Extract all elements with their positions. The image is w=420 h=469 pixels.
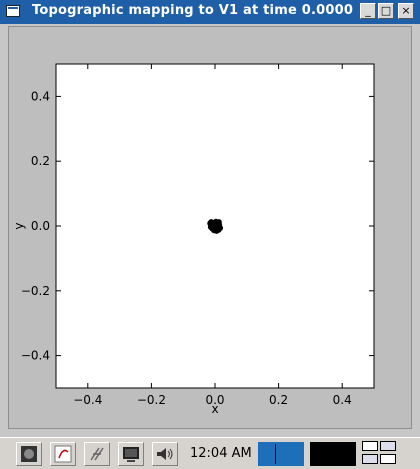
x-tick-label: −0.4 bbox=[73, 393, 102, 407]
workspace-3[interactable] bbox=[362, 454, 378, 464]
y-tick-label: 0.4 bbox=[31, 89, 50, 103]
data-point bbox=[213, 227, 220, 234]
x-tick-label: 0.4 bbox=[333, 393, 352, 407]
app-window: Topographic mapping to V1 at time 0.0000… bbox=[0, 0, 420, 437]
network-monitor[interactable] bbox=[310, 442, 356, 466]
workspace-2[interactable] bbox=[380, 441, 396, 451]
title-bar[interactable]: Topographic mapping to V1 at time 0.0000… bbox=[0, 0, 420, 24]
workspace-4[interactable] bbox=[380, 454, 396, 464]
window-menu-icon[interactable] bbox=[6, 5, 20, 17]
terminal-icon[interactable] bbox=[118, 442, 144, 466]
close-button[interactable]: × bbox=[398, 3, 414, 19]
workspace-1[interactable] bbox=[362, 441, 378, 451]
tools-icon[interactable] bbox=[84, 442, 110, 466]
plot-canvas-area: −0.4 −0.2 0.0 0.2 0.4 −0.4 −0.2 0.0 0.2 0.4 x y bbox=[8, 26, 412, 429]
clock[interactable]: 12:04 AM bbox=[190, 446, 252, 461]
browser-icon[interactable] bbox=[50, 442, 76, 466]
y-axis-label: y bbox=[12, 222, 26, 229]
x-axis-label: x bbox=[211, 402, 218, 416]
taskbar: 12:04 AM bbox=[0, 437, 420, 469]
cpu-monitor[interactable] bbox=[258, 442, 304, 466]
y-tick-label: 0.2 bbox=[31, 154, 50, 168]
y-tick-label: 0.0 bbox=[31, 219, 50, 233]
desktop-icon[interactable] bbox=[16, 442, 42, 466]
data-point bbox=[208, 219, 215, 226]
y-tick-label: −0.4 bbox=[21, 349, 50, 363]
x-tick-label: 0.2 bbox=[269, 393, 288, 407]
maximize-button[interactable]: □ bbox=[378, 3, 394, 19]
x-tick-label: −0.2 bbox=[137, 393, 166, 407]
minimize-button[interactable]: _ bbox=[360, 3, 376, 19]
volume-icon[interactable] bbox=[152, 442, 178, 466]
window-title: Topographic mapping to V1 at time 0.0000 bbox=[32, 3, 354, 18]
scatter-plot: −0.4 −0.2 0.0 0.2 0.4 −0.4 −0.2 0.0 0.2 0.4 x y bbox=[12, 63, 375, 416]
x-tick-label: 0.0 bbox=[205, 393, 224, 407]
y-tick-label: −0.2 bbox=[21, 284, 50, 298]
data-point bbox=[215, 219, 222, 226]
workspace-pager[interactable] bbox=[362, 441, 402, 467]
